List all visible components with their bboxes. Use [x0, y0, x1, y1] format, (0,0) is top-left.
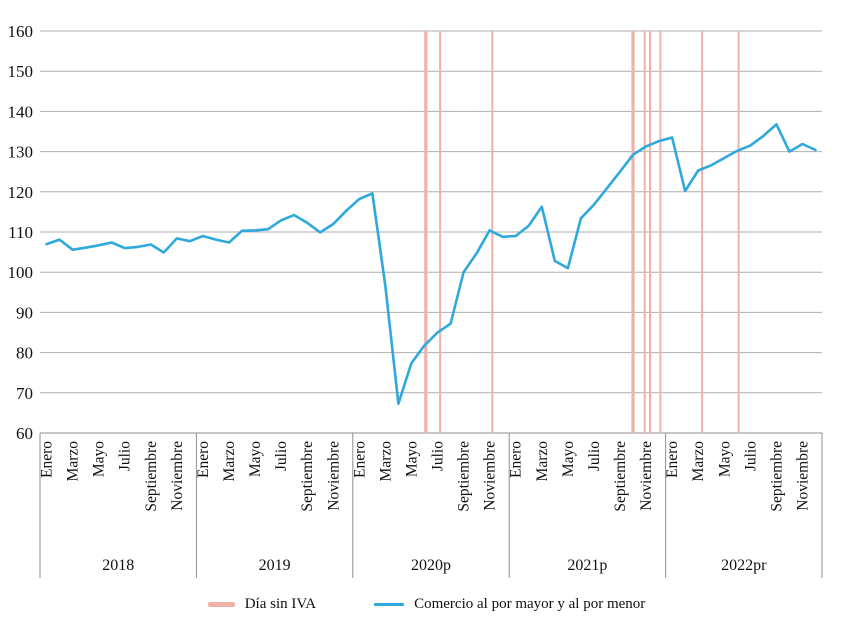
- vat-free-day-swatch: [207, 601, 235, 607]
- y-axis-tick-label: 150: [8, 62, 34, 81]
- chart-legend: Día sin IVA Comercio al por mayor y al p…: [0, 588, 853, 620]
- month-tick-label: Septiembre: [456, 441, 473, 512]
- month-tick-label: Mayo: [560, 441, 577, 477]
- month-tick-label: Julio: [117, 441, 134, 471]
- month-tick-label: Mayo: [403, 441, 420, 477]
- y-axis-tick-label: 160: [8, 22, 34, 41]
- month-tick-label: Enero: [39, 441, 56, 478]
- month-tick-label: Noviembre: [638, 441, 655, 511]
- month-tick-label: Julio: [273, 441, 290, 471]
- year-label: 2018: [102, 557, 134, 574]
- legend-label-comercio: Comercio al por mayor y al por menor: [414, 595, 646, 612]
- month-tick-label: Julio: [742, 441, 759, 471]
- month-tick-label: Marzo: [221, 441, 238, 482]
- month-tick-label: Enero: [195, 441, 212, 478]
- month-tick-label: Julio: [586, 441, 603, 471]
- month-tick-label: Septiembre: [612, 441, 629, 512]
- y-axis-tick-label: 100: [8, 263, 34, 282]
- line-chart: 60 70 80 90 100 110 120 130 140 150 160 Enero Marzo M…: [8, 22, 823, 578]
- year-label: 2019: [259, 557, 291, 574]
- y-axis-tick-label: 70: [16, 384, 33, 403]
- month-tick-label: Marzo: [377, 441, 394, 482]
- y-axis-tick-label: 80: [16, 344, 33, 363]
- legend-label-dia-sin-iva: Día sin IVA: [244, 595, 317, 612]
- legend-item-comercio: Comercio al por mayor y al por menor: [374, 596, 645, 613]
- y-axis-tick-label: 110: [8, 223, 33, 242]
- y-axis-tick-label: 130: [8, 143, 34, 162]
- month-tick-label: Noviembre: [169, 441, 186, 511]
- month-tick-label: Enero: [664, 441, 681, 478]
- month-tick-label: Mayo: [716, 441, 733, 477]
- month-tick-label: Septiembre: [299, 441, 316, 512]
- month-tick-label: Enero: [351, 441, 368, 478]
- y-axis-tick-label: 60: [16, 424, 33, 443]
- month-tick-label: Noviembre: [325, 441, 342, 511]
- month-tick-label: Mayo: [91, 441, 108, 477]
- month-tick-label: Marzo: [534, 441, 551, 482]
- month-tick-label: Mayo: [247, 441, 264, 477]
- trade-line-swatch: [374, 602, 405, 606]
- trade-index-line: [45, 123, 817, 406]
- y-axis-tick-label: 90: [16, 303, 33, 322]
- month-tick-label: Septiembre: [143, 441, 160, 512]
- month-tick-label: Julio: [430, 441, 447, 471]
- month-tick-label: Septiembre: [768, 441, 785, 512]
- y-axis-tick-label: 140: [8, 102, 34, 121]
- year-label: 2020p: [411, 557, 451, 574]
- year-label: 2021p: [567, 557, 607, 574]
- month-tick-label: Enero: [508, 441, 525, 478]
- month-tick-label: Noviembre: [482, 441, 499, 511]
- year-label: 2022pr: [721, 557, 767, 574]
- y-axis-tick-label: 120: [8, 183, 34, 202]
- legend-item-dia-sin-iva: Día sin IVA: [207, 595, 317, 613]
- month-tick-label: Marzo: [65, 441, 82, 482]
- month-tick-label: Marzo: [690, 441, 707, 482]
- month-tick-label: Noviembre: [795, 441, 812, 511]
